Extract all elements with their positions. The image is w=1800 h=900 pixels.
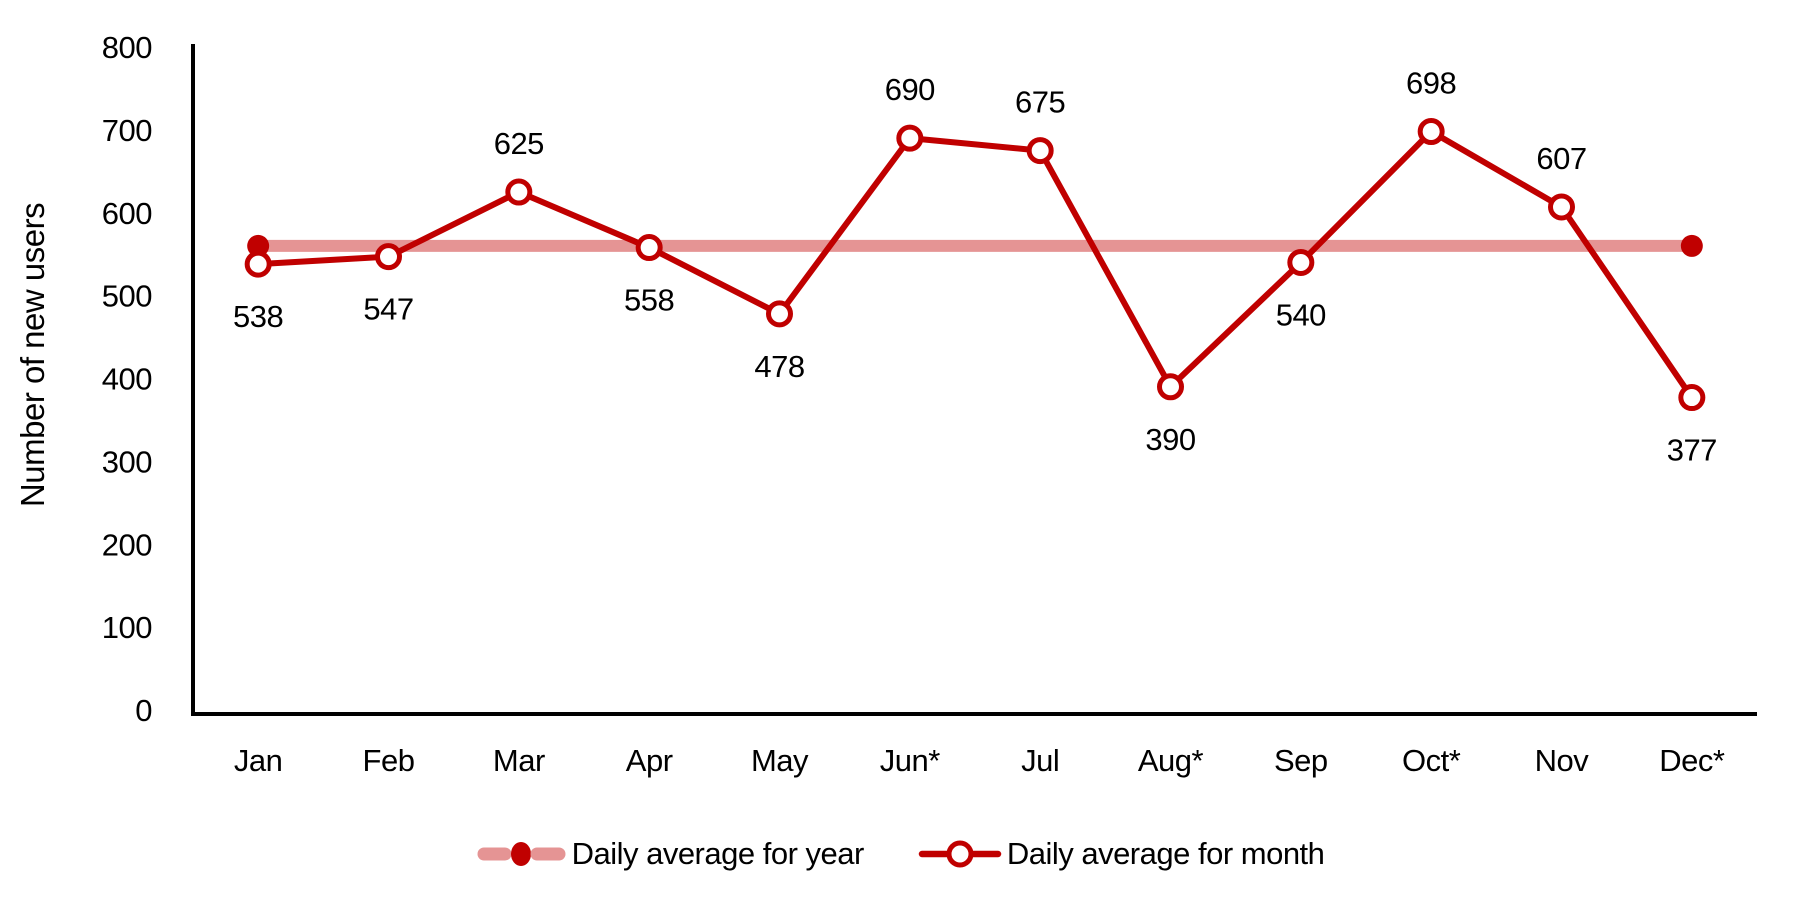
x-category-label: Jun*: [880, 743, 940, 778]
y-axis-title: Number of new users: [14, 203, 51, 507]
legend-month-label: Daily average for month: [1006, 836, 1325, 871]
legend-year-label: Daily average for year: [571, 836, 865, 871]
y-tick-label: 100: [102, 610, 152, 645]
x-category-label: Dec*: [1659, 743, 1725, 778]
year-average-line-swatch-icon: [477, 842, 566, 866]
data-point-marker: [505, 178, 533, 206]
x-category-label: Oct*: [1402, 743, 1461, 778]
data-label: 690: [885, 72, 935, 107]
data-label: 675: [1015, 85, 1065, 120]
year-average-endpoint-dot: [247, 234, 270, 257]
legend: Daily average for year Daily average for…: [0, 834, 1800, 874]
data-point-marker: [1157, 373, 1184, 401]
data-point-marker: [1678, 384, 1706, 412]
y-tick-label: 400: [102, 362, 152, 397]
data-label: 377: [1667, 433, 1717, 468]
y-tick-label: 800: [102, 30, 152, 65]
data-label: 390: [1145, 422, 1195, 457]
data-label: 540: [1276, 297, 1326, 332]
data-label: 547: [363, 292, 413, 327]
legend-item-month: Daily average for month: [918, 834, 1325, 874]
data-point-marker: [1548, 193, 1575, 221]
data-label: 478: [754, 349, 804, 384]
data-label: 558: [624, 283, 674, 318]
y-tick-label: 700: [102, 113, 152, 148]
x-category-label: Aug*: [1138, 743, 1204, 778]
x-category-label: Apr: [626, 743, 673, 778]
data-label: 538: [233, 299, 283, 334]
y-tick-label: 500: [102, 279, 152, 314]
y-tick-label: 300: [102, 444, 152, 479]
data-point-marker: [375, 243, 402, 271]
x-category-label: Jul: [1021, 743, 1059, 778]
y-tick-label: 600: [102, 196, 152, 231]
data-point-marker: [244, 250, 272, 278]
legend-item-year: Daily average for year: [476, 834, 864, 874]
x-category-label: Jan: [234, 743, 282, 778]
data-point-marker: [896, 124, 924, 152]
y-tick-label: 0: [135, 693, 152, 728]
y-tick-label: 200: [102, 527, 152, 562]
data-label: 625: [494, 126, 544, 161]
year-average-endpoint-dot: [1680, 234, 1703, 257]
data-point-marker: [635, 234, 663, 262]
x-category-label: Mar: [493, 743, 545, 778]
month-average-line: [255, 128, 1695, 401]
data-point-marker: [1417, 118, 1445, 146]
x-category-label: Sep: [1274, 743, 1328, 778]
x-category-label: Feb: [363, 743, 415, 778]
data-label: 698: [1406, 66, 1456, 101]
data-point-marker: [1026, 137, 1054, 165]
x-category-label: Nov: [1535, 743, 1590, 778]
month-average-line-swatch-icon: [918, 840, 1002, 868]
data-point-marker: [766, 300, 793, 328]
data-label: 607: [1536, 141, 1586, 176]
x-category-label: May: [751, 743, 809, 778]
data-point-marker: [1287, 248, 1315, 276]
